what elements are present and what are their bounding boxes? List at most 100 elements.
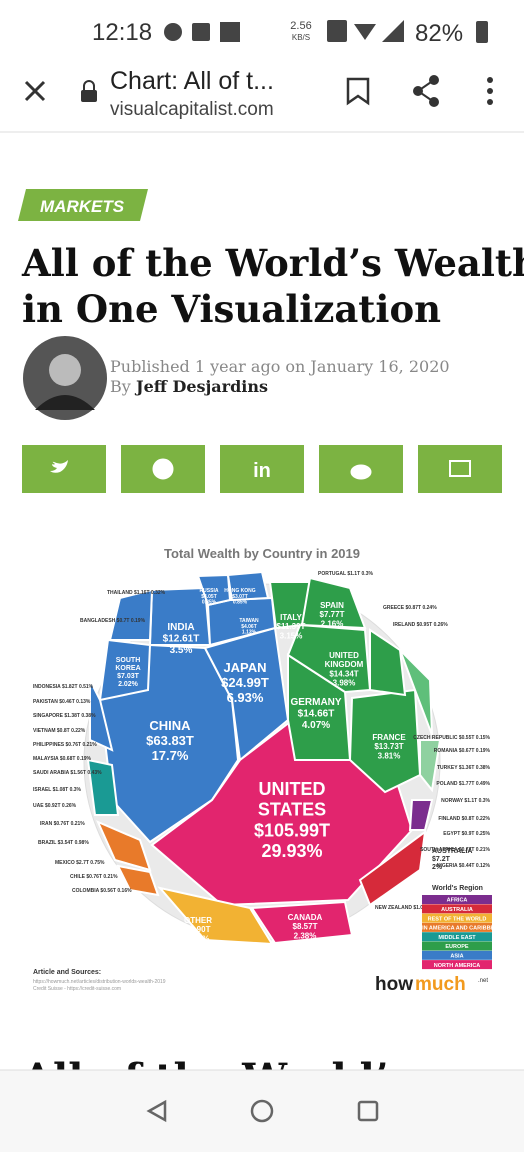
cell-value: $13.73T — [374, 742, 403, 751]
cell-value: $7.77T — [320, 610, 345, 619]
country-label: SOUTH AFRICA $0.77T 0.21% — [420, 847, 490, 853]
country-label: EGYPT $0.9T 0.25% — [443, 831, 490, 837]
back-button[interactable] — [146, 1099, 167, 1123]
bookmark-button[interactable] — [346, 77, 370, 106]
cell-value: $63.83T — [146, 733, 194, 748]
cell-share: 1.13% — [242, 630, 257, 636]
region-cell — [419, 739, 442, 793]
legend-label: ASIA — [450, 954, 463, 960]
volte-icon — [327, 20, 347, 42]
country-label: NORWAY $1.1T 0.3% — [441, 798, 490, 804]
cell-value: $8.57T — [293, 922, 318, 931]
country-label: NIGERIA $0.44T 0.12% — [437, 863, 491, 869]
legend-label: MIDDLE EAST — [438, 935, 476, 941]
country-label: BRAZIL $3.54T 0.98% — [38, 840, 89, 846]
country-label: UAE $0.92T 0.26% — [33, 803, 77, 809]
legend-swatch — [422, 895, 492, 904]
region-cell — [369, 628, 407, 697]
cell-share: 17.7% — [152, 748, 189, 763]
reddit-icon — [350, 464, 372, 480]
cell-share: 2.02% — [118, 681, 139, 688]
cell-share: 3.98% — [333, 679, 356, 688]
cell-value: $3.05T — [201, 594, 217, 600]
cell-share: 3.81% — [378, 751, 401, 760]
country-label: CZECH REPUBLIC $0.55T 0.15% — [413, 735, 490, 741]
country-label: IRAN $0.76T 0.21% — [40, 821, 85, 827]
country-label: MALAYSIA $0.68T 0.19% — [33, 756, 92, 762]
country-label: COLOMBIA $0.56T 0.16% — [72, 888, 132, 894]
country-label: PORTUGAL $1.1T 0.3% — [318, 571, 373, 577]
country-label: INDONESIA $1.82T 0.51% — [33, 684, 94, 690]
cell-name: INDIA — [167, 622, 194, 633]
share-button[interactable] — [413, 75, 439, 107]
article-title: in One Visualization — [22, 287, 441, 331]
article-title: All of the World’s Wealth — [21, 241, 524, 285]
country-label: PHILIPPINES $0.76T 0.21% — [33, 742, 97, 748]
linkedin-icon: in — [253, 460, 271, 482]
recents-button[interactable] — [357, 1100, 379, 1122]
cell-name: CANADA — [288, 913, 323, 922]
cell-value: $14.66T — [298, 709, 335, 720]
close-button[interactable] — [24, 80, 46, 102]
region-cell — [250, 900, 354, 945]
lock-icon — [81, 90, 97, 102]
cell-name: KOREA — [115, 665, 140, 672]
region-cell — [196, 573, 232, 607]
menu-button[interactable] — [487, 77, 493, 105]
region-cell — [358, 829, 427, 907]
legend-label: AFRICA — [447, 898, 468, 904]
cell-name: OTHER — [184, 916, 212, 925]
next-heading-clip: All of the World’s — [21, 1055, 411, 1102]
cell-value: $3.07T — [232, 594, 248, 600]
next-heading: All of the World’s — [21, 1055, 411, 1102]
country-label: GREECE $0.87T 0.24% — [383, 605, 437, 611]
cell-share: 29.93% — [261, 841, 322, 861]
facebook-icon — [152, 458, 174, 480]
status-icon — [164, 23, 182, 41]
page-url: visualcapitalist.com — [110, 99, 274, 120]
battery-text: 82% — [415, 20, 463, 47]
legend-swatch — [422, 922, 492, 932]
wifi-icon — [354, 24, 376, 40]
cell-name: RUSSIA — [200, 588, 219, 594]
legend-label: AUSTRALIA — [441, 907, 473, 913]
region-cell — [157, 886, 274, 946]
author-name: Jeff Desjardins — [134, 377, 268, 396]
by-label: By — [110, 377, 131, 396]
cell-value: $24.99T — [221, 675, 269, 690]
legend-label: LATIN AMERICA AND CARIBBEAN — [412, 926, 502, 932]
linkedin-button[interactable] — [220, 445, 304, 493]
cell-share: 0.85% — [202, 600, 217, 606]
country-label: NEW ZEALAND $1.07T 0.3% — [375, 905, 442, 911]
publish-date: Published 1 year ago on January 16, 2020 — [110, 357, 450, 376]
region-cell — [96, 820, 152, 872]
cell-share: 3.15% — [280, 631, 303, 640]
brand-how: how — [375, 974, 413, 995]
region-cell — [98, 638, 152, 702]
category-tag[interactable] — [18, 189, 148, 221]
net-unit: KB/S — [292, 33, 310, 42]
country-label: CHILE $0.76T 0.21% — [70, 874, 118, 880]
sources-heading: Article and Sources: — [33, 969, 101, 976]
region-cell — [89, 679, 114, 752]
cell-share: 2.76% — [187, 934, 210, 943]
signal-icon — [382, 20, 404, 42]
cell-value: $7.2T — [432, 856, 451, 863]
home-button[interactable] — [250, 1099, 274, 1123]
cell-name: JAPAN — [223, 660, 266, 675]
twitter-button[interactable] — [22, 445, 106, 493]
country-label: MEXICO $2.7T 0.75% — [55, 860, 105, 866]
cell-name: TAIWAN — [239, 618, 259, 624]
legend-label: REST OF THE WORLD — [428, 916, 487, 922]
cell-name: ITALY — [280, 613, 302, 622]
legend-swatch — [422, 960, 492, 970]
country-label: VIETNAM $0.8T 0.22% — [33, 728, 86, 734]
brand-tld: .net — [478, 978, 488, 984]
country-label: FINLAND $0.8T 0.22% — [438, 816, 490, 822]
legend-label: EUROPE — [445, 944, 469, 950]
region-cell — [408, 799, 434, 831]
email-button[interactable] — [418, 445, 502, 493]
cell-value: $11.39T — [277, 622, 306, 631]
twitter-icon — [50, 460, 68, 473]
